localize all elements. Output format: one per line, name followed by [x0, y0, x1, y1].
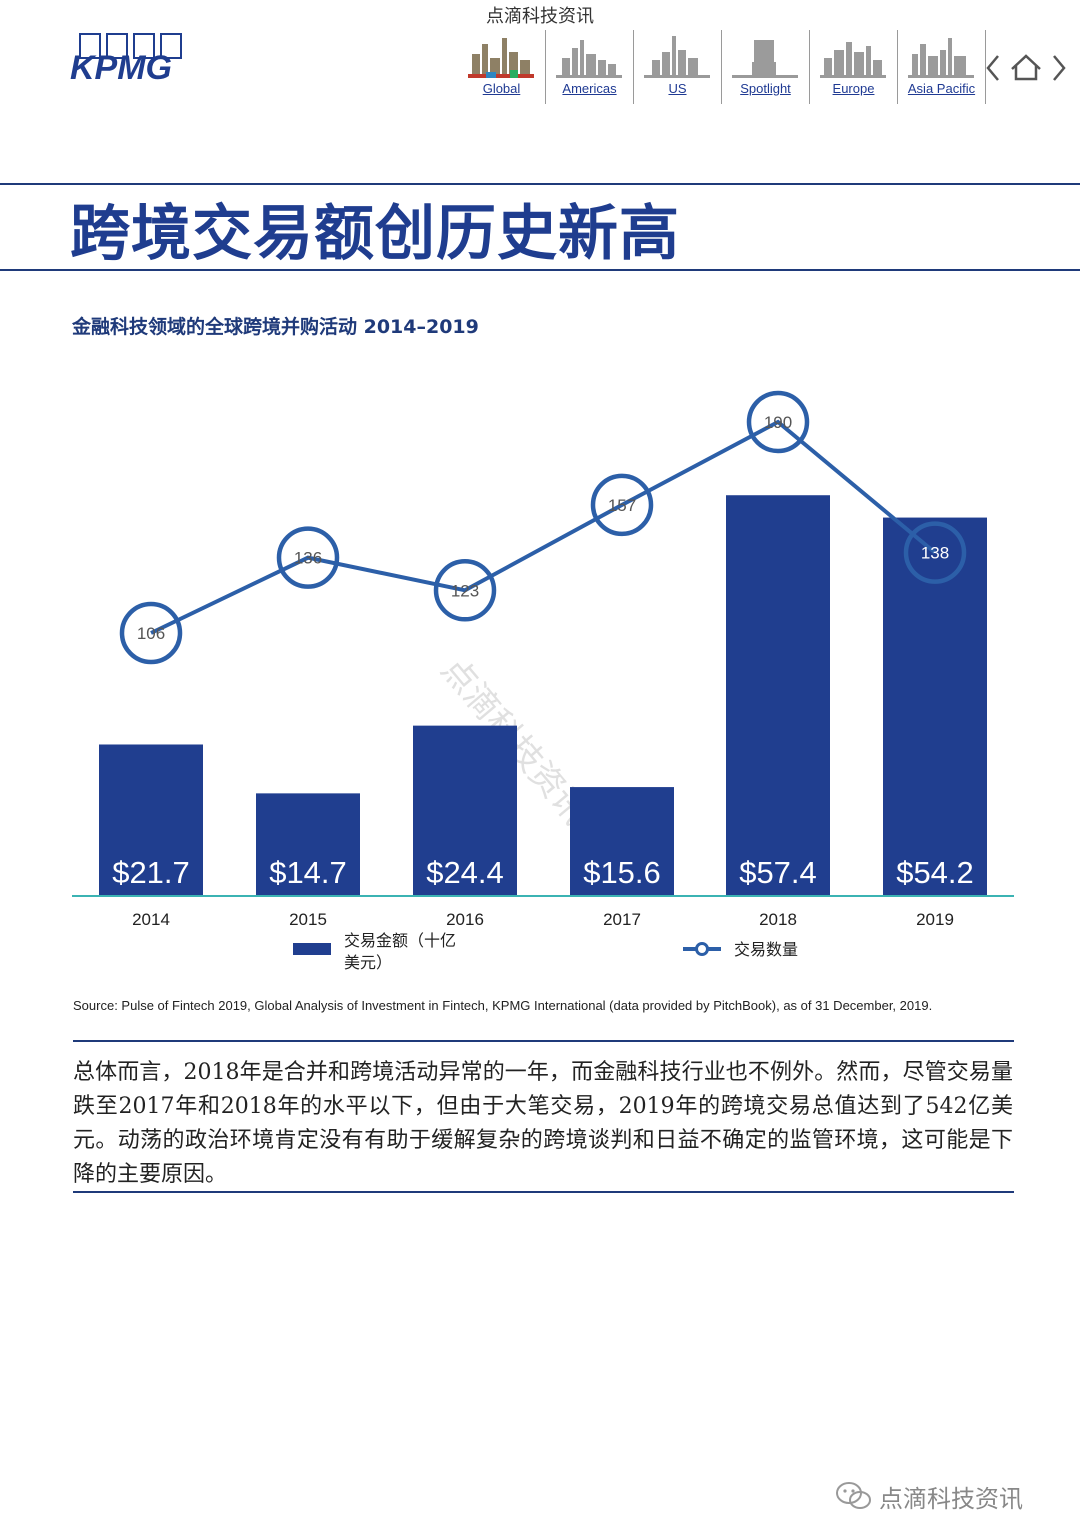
bar-value-label-2015: $14.7 [269, 855, 347, 890]
nav-label[interactable]: Americas [562, 81, 617, 96]
nav-item-us[interactable]: US [634, 30, 722, 104]
body-paragraph: 总体而言，2018年是合并和跨境活动异常的一年，而金融科技行业也不例外。然而，尽… [73, 1060, 1013, 1187]
bar-value-label-2018: $57.4 [739, 855, 817, 890]
top-watermark: 点滴科技资讯 [486, 6, 594, 27]
title-top-rule [0, 183, 1080, 185]
nav-item-global[interactable]: Global [458, 30, 546, 104]
kpmg-logo[interactable]: KPMG [70, 32, 195, 84]
deal-count-marker-2016 [433, 559, 497, 622]
nav-label[interactable]: US [668, 81, 687, 96]
source-note: Source: Pulse of Fintech 2019, Global An… [73, 998, 933, 1013]
global-skyline-icon [468, 38, 534, 78]
deal-count-label-2016: 123 [451, 581, 479, 600]
text-bottom-rule [73, 1191, 1014, 1193]
bottom-watermark: 点滴科技资讯 [835, 1480, 1065, 1513]
legend-line-label: 交易数量 [734, 940, 798, 959]
europe-skyline-icon [820, 42, 886, 78]
legend-line-marker [695, 942, 709, 956]
us-skyline-icon [644, 36, 710, 78]
wechat-icon [836, 1482, 871, 1509]
chevron-left-icon[interactable] [986, 55, 999, 81]
bar-2014 [99, 744, 203, 896]
chart-title: 金融科技领域的全球跨境并购活动 2014–2019 [72, 316, 479, 338]
title-bottom-rule [0, 269, 1080, 271]
legend-bar-swatch [293, 943, 331, 955]
bar-2015 [256, 793, 360, 896]
deal-count-marker-2018 [746, 390, 810, 454]
nav-label[interactable]: Global [482, 81, 521, 96]
x-tick-label-2015: 2015 [289, 910, 327, 929]
region-nav: Global Americas US Spotlight Europe Asia Paci… [458, 30, 986, 104]
deal-count-label-2018: 190 [764, 413, 792, 432]
nav-label[interactable]: Europe [832, 81, 875, 96]
x-tick-label-2019: 2019 [916, 910, 954, 929]
cross-border-ma-chart: 点滴科技资讯$21.7$14.7$24.4$15.6$57.4$54.22014… [72, 390, 1014, 972]
nav-item-asia-pacific[interactable]: Asia Pacific [898, 30, 986, 104]
nav-label[interactable]: Spotlight [740, 81, 791, 96]
legend-bar-label-line2: 美元） [344, 953, 392, 972]
chevron-right-icon[interactable] [1053, 55, 1066, 81]
bar-2016 [413, 725, 517, 896]
deal-count-label-2017: 157 [608, 496, 636, 515]
deal-count-marker-2019 [903, 521, 967, 584]
nav-label[interactable]: Asia Pacific [907, 81, 976, 96]
bottom-watermark-text: 点滴科技资讯 [879, 1484, 1023, 1513]
page-title: 跨境交易额创历史新高 [70, 199, 680, 269]
deal-count-marker-2015 [276, 526, 340, 589]
logo-text: KPMG [70, 49, 172, 84]
deal-count-label-2014: 106 [137, 624, 165, 643]
bar-value-label-2019: $54.2 [896, 855, 974, 890]
nav-item-europe[interactable]: Europe [810, 30, 898, 104]
bar-2019 [883, 517, 987, 896]
bar-2018 [726, 495, 830, 896]
spotlight-icon [732, 40, 798, 78]
asia-pacific-skyline-icon [908, 38, 974, 78]
x-tick-label-2014: 2014 [132, 910, 170, 929]
bar-2017 [570, 787, 674, 896]
bar-value-label-2017: $15.6 [583, 855, 661, 890]
deal-count-marker-2014 [119, 601, 183, 665]
x-tick-label-2017: 2017 [603, 910, 641, 929]
bar-value-label-2014: $21.7 [112, 855, 190, 890]
nav-item-spotlight[interactable]: Spotlight [722, 30, 810, 104]
x-tick-label-2018: 2018 [759, 910, 797, 929]
deal-count-label-2019: 138 [921, 544, 949, 563]
x-tick-label-2016: 2016 [446, 910, 484, 929]
legend-bar-label-line1: 交易金额（十亿 [344, 931, 456, 950]
nav-item-americas[interactable]: Americas [546, 30, 634, 104]
nav-controls [986, 54, 1066, 81]
text-top-rule [73, 1040, 1014, 1042]
americas-skyline-icon [556, 40, 622, 78]
deal-count-marker-2017 [590, 473, 654, 537]
home-icon[interactable] [1011, 54, 1041, 81]
deal-count-label-2015: 136 [294, 549, 322, 568]
bar-value-label-2016: $24.4 [426, 855, 504, 890]
